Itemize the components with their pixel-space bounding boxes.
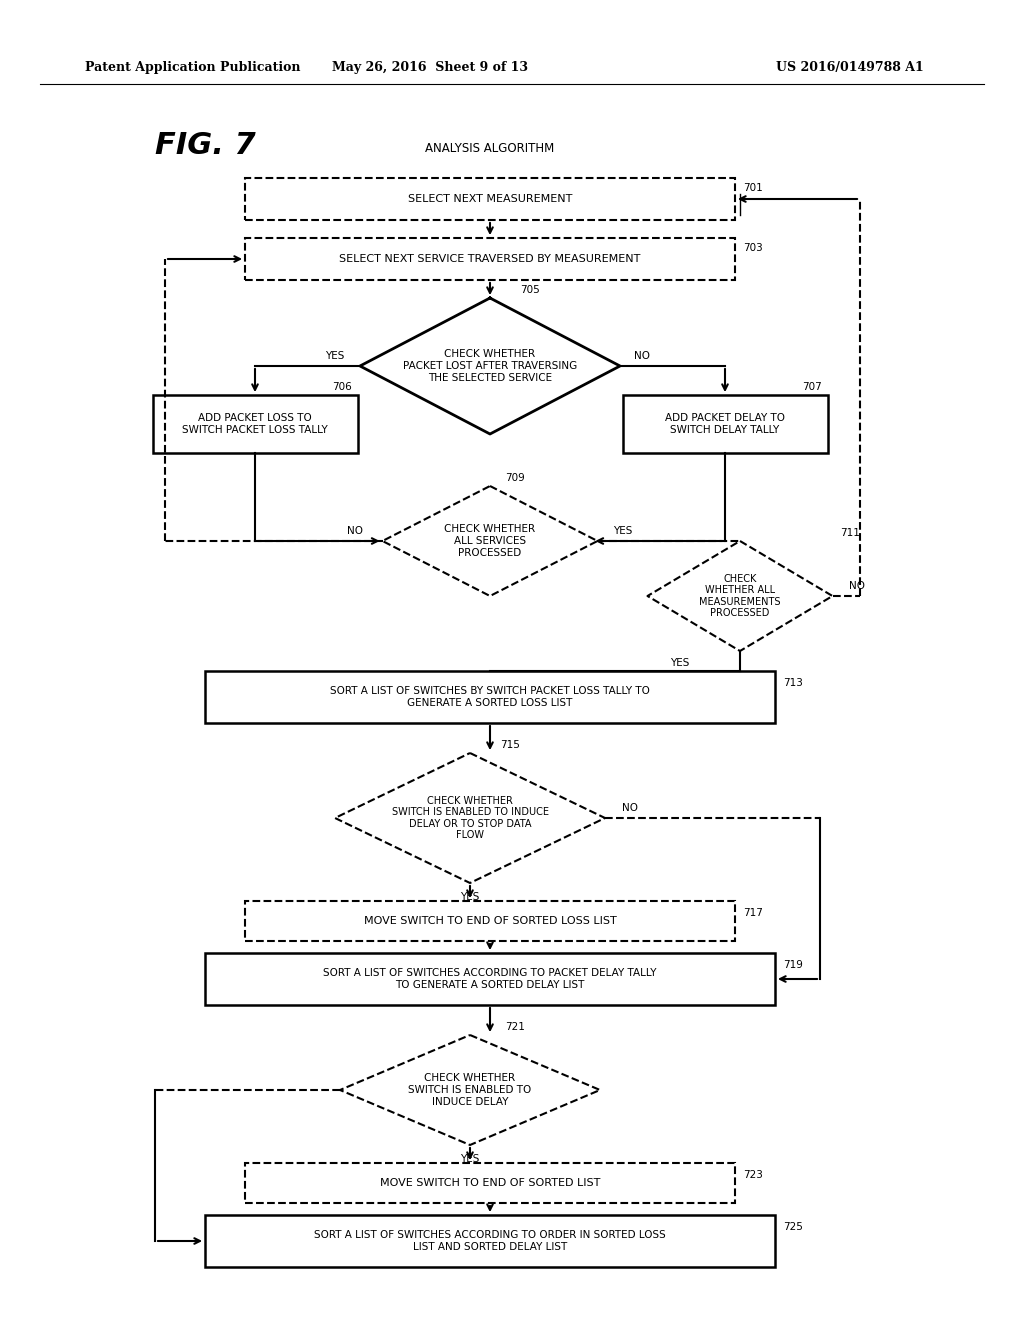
Text: 706: 706 <box>333 381 352 392</box>
Text: Patent Application Publication: Patent Application Publication <box>85 62 300 74</box>
Text: 709: 709 <box>505 473 524 483</box>
Text: YES: YES <box>612 525 632 536</box>
Text: 713: 713 <box>783 678 803 688</box>
Text: May 26, 2016  Sheet 9 of 13: May 26, 2016 Sheet 9 of 13 <box>332 62 528 74</box>
Polygon shape <box>647 541 833 651</box>
Bar <box>245 902 735 941</box>
Text: 703: 703 <box>743 243 763 253</box>
Text: 707: 707 <box>803 381 822 392</box>
Text: MOVE SWITCH TO END OF SORTED LOSS LIST: MOVE SWITCH TO END OF SORTED LOSS LIST <box>364 916 616 927</box>
Text: MOVE SWITCH TO END OF SORTED LIST: MOVE SWITCH TO END OF SORTED LIST <box>380 1177 600 1188</box>
Bar <box>205 671 775 723</box>
Polygon shape <box>340 1035 600 1144</box>
Text: SELECT NEXT MEASUREMENT: SELECT NEXT MEASUREMENT <box>408 194 572 205</box>
Text: NO: NO <box>850 581 865 591</box>
Text: SORT A LIST OF SWITCHES ACCORDING TO PACKET DELAY TALLY
TO GENERATE A SORTED DEL: SORT A LIST OF SWITCHES ACCORDING TO PAC… <box>324 968 656 990</box>
Polygon shape <box>360 298 620 434</box>
Polygon shape <box>383 486 597 597</box>
Text: 719: 719 <box>783 960 803 970</box>
Text: NO: NO <box>346 525 362 536</box>
Text: CHECK
WHETHER ALL
MEASUREMENTS
PROCESSED: CHECK WHETHER ALL MEASUREMENTS PROCESSED <box>699 574 780 618</box>
Text: CHECK WHETHER
SWITCH IS ENABLED TO
INDUCE DELAY: CHECK WHETHER SWITCH IS ENABLED TO INDUC… <box>409 1073 531 1106</box>
Bar <box>245 1163 735 1203</box>
Bar <box>205 953 775 1005</box>
Text: 725: 725 <box>783 1222 803 1232</box>
Text: 711: 711 <box>841 528 860 539</box>
Text: 723: 723 <box>743 1170 763 1180</box>
Bar <box>245 238 735 280</box>
Text: CHECK WHETHER
ALL SERVICES
PROCESSED: CHECK WHETHER ALL SERVICES PROCESSED <box>444 524 536 557</box>
Text: YES: YES <box>461 892 479 902</box>
Bar <box>205 1214 775 1267</box>
Text: ADD PACKET LOSS TO
SWITCH PACKET LOSS TALLY: ADD PACKET LOSS TO SWITCH PACKET LOSS TA… <box>182 413 328 434</box>
Text: NO: NO <box>622 803 638 813</box>
Bar <box>623 395 827 453</box>
Text: YES: YES <box>461 1154 479 1164</box>
Text: SORT A LIST OF SWITCHES ACCORDING TO ORDER IN SORTED LOSS
LIST AND SORTED DELAY : SORT A LIST OF SWITCHES ACCORDING TO ORD… <box>314 1230 666 1251</box>
Text: 701: 701 <box>743 183 763 193</box>
Text: 705: 705 <box>520 285 540 294</box>
Text: YES: YES <box>326 351 345 360</box>
Text: YES: YES <box>671 657 690 668</box>
Text: ADD PACKET DELAY TO
SWITCH DELAY TALLY: ADD PACKET DELAY TO SWITCH DELAY TALLY <box>665 413 785 434</box>
Text: CHECK WHETHER
PACKET LOST AFTER TRAVERSING
THE SELECTED SERVICE: CHECK WHETHER PACKET LOST AFTER TRAVERSI… <box>402 350 578 383</box>
Text: US 2016/0149788 A1: US 2016/0149788 A1 <box>776 62 924 74</box>
Text: NO: NO <box>634 351 650 360</box>
Text: ANALYSIS ALGORITHM: ANALYSIS ALGORITHM <box>425 141 555 154</box>
Bar <box>245 178 735 220</box>
Bar <box>153 395 357 453</box>
Text: 721: 721 <box>505 1022 525 1032</box>
Text: 715: 715 <box>500 741 520 750</box>
Text: 717: 717 <box>743 908 763 917</box>
Polygon shape <box>335 752 605 883</box>
Text: CHECK WHETHER
SWITCH IS ENABLED TO INDUCE
DELAY OR TO STOP DATA
FLOW: CHECK WHETHER SWITCH IS ENABLED TO INDUC… <box>391 796 549 841</box>
Text: SORT A LIST OF SWITCHES BY SWITCH PACKET LOSS TALLY TO
GENERATE A SORTED LOSS LI: SORT A LIST OF SWITCHES BY SWITCH PACKET… <box>330 686 650 708</box>
Text: FIG. 7: FIG. 7 <box>155 131 256 160</box>
Text: SELECT NEXT SERVICE TRAVERSED BY MEASUREMENT: SELECT NEXT SERVICE TRAVERSED BY MEASURE… <box>339 253 641 264</box>
